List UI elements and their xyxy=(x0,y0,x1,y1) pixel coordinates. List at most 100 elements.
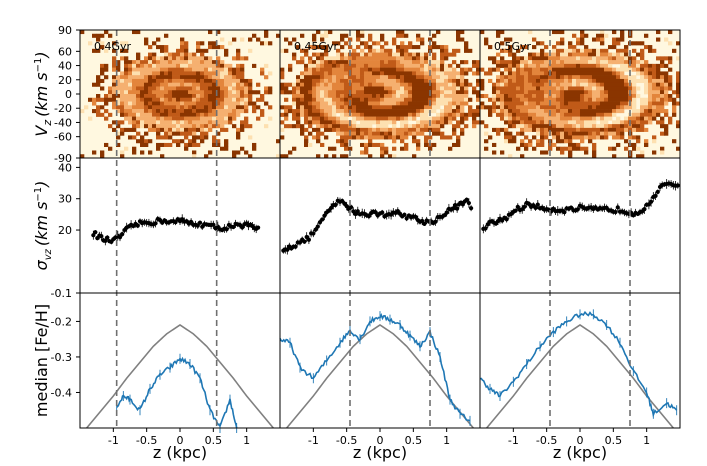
heatmap-cell xyxy=(236,112,241,117)
heatmap-cell xyxy=(208,97,213,102)
heatmap-cell xyxy=(464,86,469,91)
heatmap-cell xyxy=(304,120,309,125)
heatmap-cell xyxy=(524,45,529,50)
heatmap-cell xyxy=(376,142,381,147)
heatmap-cell xyxy=(380,135,385,140)
heatmap-cell xyxy=(520,90,525,95)
heatmap-cell xyxy=(532,75,537,80)
heatmap-cell xyxy=(432,105,437,110)
heatmap-cell xyxy=(216,45,221,50)
heatmap-cell xyxy=(572,142,577,147)
heatmap-cell xyxy=(220,101,225,106)
heatmap-cell xyxy=(184,78,189,83)
heatmap-cell xyxy=(476,82,480,87)
heatmap-cell xyxy=(204,112,209,117)
heatmap-cell xyxy=(128,120,133,125)
heatmap-cell xyxy=(320,142,325,147)
y-tick-label: 20 xyxy=(58,74,72,87)
heatmap-cell xyxy=(404,94,409,99)
heatmap-cell xyxy=(344,33,349,38)
heatmap-cell xyxy=(564,67,569,72)
heatmap-cell xyxy=(536,139,541,144)
heatmap-cell xyxy=(464,60,469,65)
heatmap-cell xyxy=(644,86,649,91)
heatmap-cell xyxy=(304,142,309,147)
heatmap-cell xyxy=(544,112,549,117)
heatmap-cell xyxy=(224,105,229,110)
heatmap-cell xyxy=(548,127,553,132)
heatmap-cell xyxy=(424,67,429,72)
heatmap-cell xyxy=(172,109,177,114)
heatmap-cell xyxy=(172,90,177,95)
heatmap-cell xyxy=(416,142,421,147)
heatmap-cell xyxy=(180,67,185,72)
heatmap-cell xyxy=(568,63,573,68)
heatmap-cell xyxy=(576,82,581,87)
heatmap-cell xyxy=(180,127,185,132)
heatmap-cell xyxy=(584,112,589,117)
heatmap-cell xyxy=(240,124,245,129)
heatmap-cell xyxy=(120,109,125,114)
heatmap-cell xyxy=(656,112,661,117)
heatmap-cell xyxy=(640,97,645,102)
heatmap-cell xyxy=(668,86,673,91)
heatmap-cell xyxy=(232,124,237,129)
heatmap-cell xyxy=(168,124,173,129)
heatmap-cell xyxy=(212,124,217,129)
heatmap-cell xyxy=(364,41,369,46)
heatmap-cell xyxy=(452,101,457,106)
heatmap-cell xyxy=(580,105,585,110)
heatmap-cell xyxy=(400,101,405,106)
heatmap-cell xyxy=(160,63,165,68)
heatmap-cell xyxy=(176,97,181,102)
heatmap-cell xyxy=(408,94,413,99)
heatmap-cell xyxy=(308,56,313,61)
heatmap-cell xyxy=(432,142,437,147)
heatmap-cell xyxy=(424,52,429,57)
heatmap-cell xyxy=(620,82,625,87)
heatmap-cell xyxy=(416,52,421,57)
heatmap-cell xyxy=(296,124,301,129)
heatmap-cell xyxy=(340,52,345,57)
heatmap-cell xyxy=(592,86,597,91)
heatmap-cell xyxy=(628,56,633,61)
heatmap-cell xyxy=(180,41,185,46)
heatmap-cell xyxy=(472,124,477,129)
heatmap-cell xyxy=(296,60,301,65)
heatmap-cell xyxy=(440,63,445,68)
heatmap-cell xyxy=(164,75,169,80)
heatmap-cell xyxy=(188,116,193,121)
heatmap-cell xyxy=(544,101,549,106)
heatmap-cell xyxy=(240,71,245,76)
heatmap-cell xyxy=(328,127,333,132)
heatmap-cell xyxy=(204,101,209,106)
heatmap-cell xyxy=(328,30,333,35)
heatmap-cell xyxy=(516,131,521,136)
heatmap-cell xyxy=(540,78,545,83)
heatmap-cell xyxy=(424,105,429,110)
heatmap-cell xyxy=(380,48,385,53)
heatmap-cell xyxy=(352,86,357,91)
heatmap-cell xyxy=(140,90,145,95)
heatmap-cell xyxy=(292,116,297,121)
heatmap-cell xyxy=(600,94,605,99)
heatmap-cell xyxy=(132,120,137,125)
heatmap-cell xyxy=(616,127,621,132)
heatmap-cell xyxy=(168,97,173,102)
heatmap-cell xyxy=(160,71,165,76)
heatmap-cell xyxy=(648,120,653,125)
x-tick-label: -1 xyxy=(308,434,319,447)
heatmap-cell xyxy=(516,56,521,61)
heatmap-cell xyxy=(416,120,421,125)
heatmap-cell xyxy=(312,67,317,72)
heatmap-cell xyxy=(528,90,533,95)
heatmap-cell xyxy=(208,56,213,61)
heatmap-cell xyxy=(376,101,381,106)
heatmap-cell xyxy=(336,52,341,57)
heatmap-cell xyxy=(220,63,225,68)
heatmap-cell xyxy=(532,52,537,57)
heatmap-cell xyxy=(308,90,313,95)
x-tick-label: 0.5 xyxy=(605,434,623,447)
heatmap-cell xyxy=(404,60,409,65)
x-axis-label: z (kpc) xyxy=(153,443,207,462)
